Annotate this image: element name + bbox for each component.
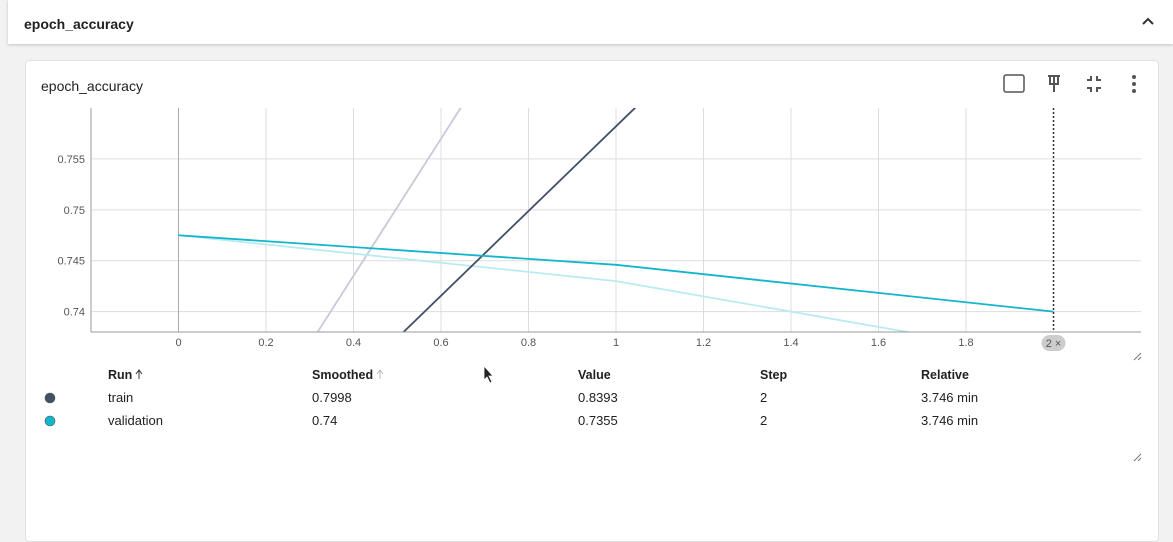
- column-header[interactable]: Run: [108, 368, 132, 382]
- x-tick-label: 0: [175, 337, 181, 349]
- mouse-cursor: [483, 364, 494, 384]
- collapse-icon[interactable]: [1141, 14, 1155, 28]
- sort-icon: [135, 369, 143, 379]
- table-cell: 0.7355: [578, 413, 618, 428]
- raw-line: [178, 234, 913, 332]
- column-header[interactable]: Smoothed: [312, 368, 373, 382]
- chart-card: epoch_accuracy: [25, 60, 1159, 542]
- resize-handle[interactable]: [1133, 352, 1142, 361]
- table-cell: 2: [760, 413, 767, 428]
- run-color: [44, 415, 56, 427]
- x-tick-label: 0.6: [433, 337, 448, 349]
- hover-badge: [1041, 335, 1066, 351]
- table-cell: 2: [760, 390, 767, 405]
- x-tick-label: 1.2: [696, 337, 711, 349]
- fullscreen-icon[interactable]: [1087, 76, 1101, 92]
- raw-line: [316, 108, 462, 332]
- fit-icon[interactable]: [1003, 74, 1025, 93]
- toolbar: [1003, 74, 1136, 93]
- table-cell: 3.746 min: [921, 390, 978, 405]
- card-title: epoch_accuracy: [41, 78, 143, 94]
- column-header[interactable]: Step: [760, 368, 787, 382]
- x-tick-label: 1.6: [871, 337, 886, 349]
- resize-handle[interactable]: [1133, 453, 1142, 462]
- table-header: Run Smoothed Value Step Relative: [108, 368, 969, 382]
- run-name: validation: [108, 413, 163, 428]
- x-tick-label: 0.4: [346, 337, 361, 349]
- y-tick-label: 0.75: [64, 205, 85, 217]
- table-cell: 3.746 min: [921, 413, 978, 428]
- x-tick-label: 1: [613, 337, 619, 349]
- x-tick-label: 1.8: [958, 337, 973, 349]
- smoothed-line: [178, 234, 1054, 313]
- x-tick-label: 1.4: [783, 337, 798, 349]
- y-tick-label: 0.745: [57, 256, 85, 268]
- column-header[interactable]: Relative: [921, 368, 969, 382]
- section-title: epoch_accuracy: [24, 16, 134, 32]
- y-tick-label: 0.74: [64, 307, 85, 319]
- y-tick-label: 0.755: [57, 154, 85, 166]
- hover-label: 2 ×: [1046, 338, 1062, 350]
- run-color: [44, 392, 56, 404]
- column-header[interactable]: Value: [578, 368, 611, 382]
- menu-icon[interactable]: [1132, 75, 1136, 93]
- x-tick-label: 0.8: [521, 337, 536, 349]
- section-header[interactable]: epoch_accuracy: [8, 0, 1173, 44]
- table-cell: 0.74: [312, 413, 337, 428]
- table-cell: 0.7998: [312, 390, 352, 405]
- sort-icon: [376, 369, 384, 379]
- x-tick-label: 0.2: [258, 337, 273, 349]
- pin-icon[interactable]: [1048, 75, 1060, 92]
- run-name: train: [108, 390, 133, 405]
- smoothed-line: [402, 108, 637, 332]
- table-cell: 0.8393: [578, 390, 618, 405]
